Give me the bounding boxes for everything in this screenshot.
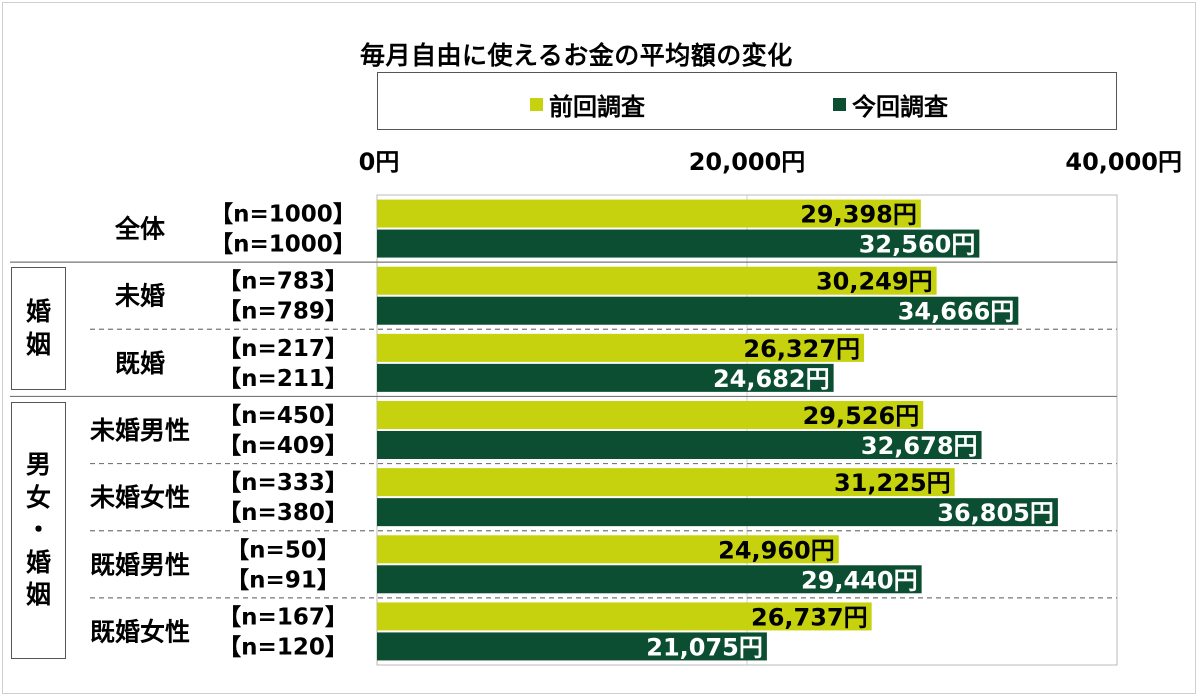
data-label: 21,075円 [646,633,763,661]
category-label: 既婚男性 [90,550,190,579]
sample-size-label: 【n=1000】 [210,202,356,228]
group-label-char: 姻 [25,580,51,610]
sample-size-label: 【n=783】 [218,269,348,295]
bar-previous [377,468,955,497]
data-label: 32,560円 [859,231,976,259]
bar-previous [377,266,937,295]
category-label: 未婚男性 [90,416,190,445]
category-label: 全体 [114,215,166,244]
legend-label-previous: 前回調査 [549,93,645,121]
chart-title: 毎月自由に使えるお金の平均額の変化 [360,41,793,70]
legend-label-current: 今回調査 [852,93,948,121]
group-label-char: 婚 [25,547,51,577]
category-label: 既婚女性 [90,617,190,646]
bar-previous [377,333,865,362]
group-label-char: 男 [25,450,51,480]
sample-size-label: 【n=333】 [218,470,348,496]
data-label: 32,678円 [861,432,978,460]
sample-size-label: 【n=409】 [218,433,348,459]
category-label: 未婚女性 [90,483,190,512]
legend-item-previous: 前回調査 [530,87,645,122]
data-label: 30,249円 [816,268,933,296]
bar-previous [377,535,839,564]
sample-size-label: 【n=1000】 [210,232,356,258]
legend-swatch-current [833,98,846,111]
group-label-char: 姻 [25,329,51,359]
bar-current [377,296,1019,325]
group-label-char: ・ [25,515,51,545]
data-label: 26,327円 [743,335,860,363]
sample-size-label: 【n=211】 [218,366,348,392]
data-label: 29,440円 [801,566,918,594]
bar-current [377,431,982,459]
sample-size-label: 【n=380】 [218,500,348,526]
bar-current [377,229,980,258]
sample-size-label: 【n=450】 [218,403,348,429]
x-tick-label: 0円 [359,148,400,176]
data-label: 34,666円 [898,298,1015,326]
data-label: 31,225円 [834,469,951,497]
bar-current [377,565,922,594]
bar-current [377,498,1058,527]
sample-size-label: 【n=167】 [218,604,348,630]
sample-size-label: 【n=217】 [218,336,348,362]
bar-previous [377,199,921,228]
bar-previous [377,401,924,429]
bar-current [377,363,834,392]
data-label: 29,398円 [800,201,917,229]
group-box-gender-marital: 男女・婚姻 [11,402,66,659]
bar-previous [377,602,872,631]
legend: 前回調査 今回調査 [377,72,1117,130]
x-tick-label: 20,000円 [689,148,806,176]
bar-current [377,632,767,661]
sample-size-label: 【n=789】 [218,299,348,325]
legend-swatch-previous [530,98,543,111]
sample-size-label: 【n=50】 [226,537,340,563]
data-label: 24,960円 [718,536,835,564]
sample-size-label: 【n=120】 [218,634,348,660]
data-label: 24,682円 [713,365,830,393]
data-label: 26,737円 [751,603,868,631]
category-label: 既婚 [115,349,165,378]
data-label: 29,526円 [803,402,920,430]
group-label-char: 女 [25,482,51,512]
group-box-marital: 婚姻 [11,267,66,390]
x-tick-label: 40,000円 [1065,148,1182,176]
legend-item-current: 今回調査 [833,87,948,122]
group-label-char: 婚 [25,297,51,326]
sample-size-label: 【n=91】 [226,567,340,593]
data-label: 36,805円 [937,499,1054,527]
category-label: 未婚 [115,282,165,311]
